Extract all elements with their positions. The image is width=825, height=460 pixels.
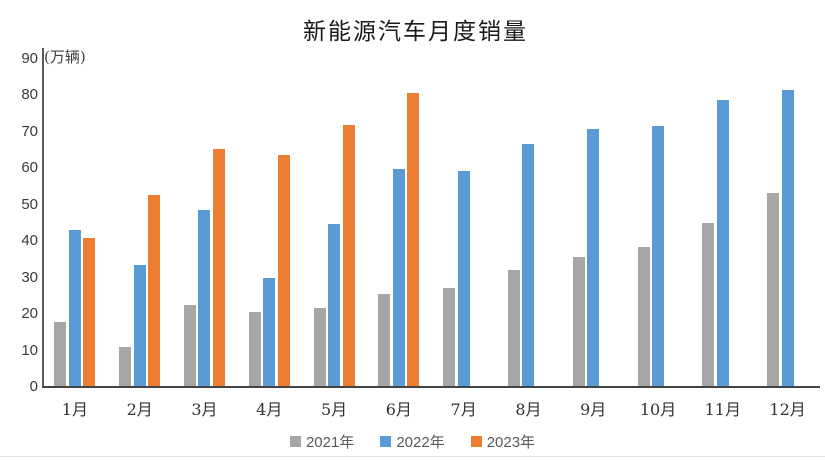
y-tick-label: 30: [21, 268, 38, 286]
bar-2022年-2月: [133, 265, 146, 387]
x-tick-label: 4月: [256, 400, 283, 419]
bar-2023年-3月: [212, 148, 225, 387]
legend-swatch-icon: [380, 436, 392, 447]
bottom-divider-line: [0, 456, 825, 457]
chart-title: 新能源汽车月度销量: [303, 19, 528, 45]
bar-2021年-7月: [443, 288, 456, 387]
y-tick-label: 50: [21, 195, 38, 213]
y-tick-label: 70: [21, 122, 38, 140]
bar-2022年-1月: [68, 229, 81, 387]
x-tick-label: 6月: [385, 400, 412, 419]
x-tick-label: 12月: [769, 400, 806, 419]
bar-2022年-9月: [587, 128, 600, 387]
x-tick-label: 1月: [61, 400, 88, 419]
bar-2023年-2月: [148, 195, 161, 387]
legend-item-2021年: 2021年: [289, 431, 355, 452]
legend-swatch-icon: [470, 436, 482, 447]
x-tick-label: 9月: [580, 400, 607, 419]
bar-2022年-4月: [263, 277, 276, 387]
x-tick-label: 11月: [704, 400, 741, 419]
y-tick-label: 20: [21, 305, 38, 322]
legend-label: 2022年: [396, 434, 445, 451]
y-axis-unit-label: (万辆): [44, 48, 86, 66]
legend: 2021年 2022年 2023年: [0, 431, 825, 452]
bar-2021年-8月: [507, 269, 520, 387]
bar-2021年-10月: [637, 247, 650, 387]
bar-2023年-4月: [277, 154, 290, 387]
bar-2022年-7月: [457, 170, 470, 387]
bar-2021年-3月: [183, 304, 196, 387]
bar-2023年-6月: [407, 92, 420, 387]
x-tick-label: 2月: [126, 400, 153, 419]
legend-label: 2021年: [305, 434, 355, 451]
y-tick-label: 40: [21, 232, 38, 249]
bar-2021年-2月: [119, 346, 132, 387]
y-tick-label: 80: [21, 86, 38, 103]
bar-2021年-1月: [54, 321, 67, 387]
bar-2021年-12月: [767, 193, 780, 387]
bar-2022年-12月: [781, 89, 794, 387]
bar-2022年-11月: [716, 100, 729, 387]
x-axis-line: [41, 386, 820, 388]
bar-2021年-4月: [248, 311, 261, 387]
bar-2021年-9月: [572, 256, 585, 387]
y-tick-label: 0: [29, 378, 38, 395]
bar-2021年-11月: [702, 222, 715, 387]
y-tick-label: 10: [21, 341, 38, 359]
bar-2021年-5月: [313, 307, 326, 387]
bar-2021年-6月: [378, 293, 391, 387]
x-tick-label: 3月: [191, 400, 218, 419]
legend-item-2022年: 2022年: [380, 431, 445, 452]
y-tick-label: 60: [21, 159, 38, 176]
x-tick-label: 7月: [450, 400, 477, 419]
legend-item-2023年: 2023年: [470, 431, 536, 452]
y-tick-label: 90: [21, 49, 38, 67]
bar-2022年-5月: [328, 223, 341, 387]
legend-swatch-icon: [289, 436, 301, 447]
legend-label: 2023年: [486, 434, 536, 451]
bar-2022年-3月: [198, 210, 211, 387]
bar-2023年-5月: [342, 125, 355, 387]
bar-2023年-1月: [83, 238, 96, 387]
x-tick-label: 8月: [515, 400, 542, 419]
bar-2022年-10月: [652, 126, 665, 387]
bar-2022年-8月: [522, 143, 535, 387]
x-tick-label: 5月: [320, 400, 348, 419]
x-tick-label: 10月: [639, 400, 677, 419]
y-axis-line: [41, 48, 44, 388]
bar-2022年-6月: [392, 169, 405, 387]
